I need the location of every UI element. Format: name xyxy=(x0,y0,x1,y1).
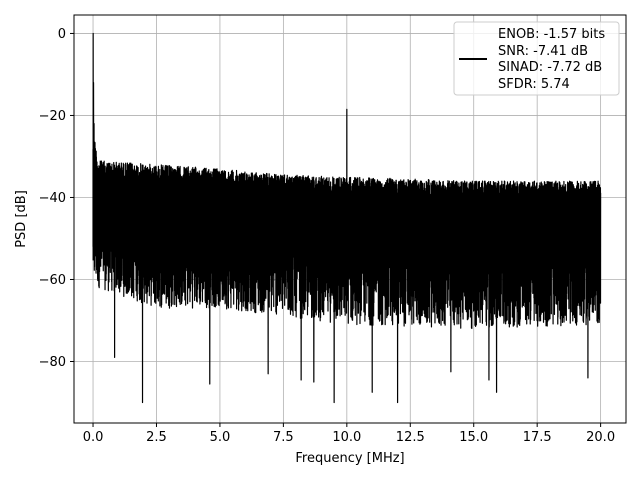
psd-line xyxy=(92,32,602,404)
legend-entry-sfdr: SFDR: 5.74 xyxy=(498,77,570,92)
x-axis-label: Frequency [MHz] xyxy=(295,451,404,466)
x-tick-label: 17.5 xyxy=(523,430,552,445)
x-tick-label: 5.0 xyxy=(210,430,231,445)
x-tick-label: 2.5 xyxy=(146,430,167,445)
legend-entry-sinad: SINAD: -7.72 dB xyxy=(498,60,602,75)
y-axis-label: PSD [dB] xyxy=(14,190,29,248)
y-tick-label: −20 xyxy=(39,109,66,124)
legend-entry-enob: ENOB: -1.57 bits xyxy=(498,27,605,42)
y-tick-label: −60 xyxy=(39,273,66,288)
x-tick-label: 7.5 xyxy=(273,430,294,445)
y-tick-label: −80 xyxy=(39,355,66,370)
legend-entry-snr: SNR: -7.41 dB xyxy=(498,44,588,59)
x-tick-label: 0.0 xyxy=(83,430,104,445)
y-tick-label: −40 xyxy=(39,191,66,206)
psd-series xyxy=(92,32,602,404)
y-tick-label: 0 xyxy=(58,27,66,42)
x-tick-label: 20.0 xyxy=(586,430,615,445)
legend: ENOB: -1.57 bits SNR: -7.41 dB SINAD: -7… xyxy=(453,21,620,96)
x-tick-label: 15.0 xyxy=(459,430,488,445)
x-tick-label: 10.0 xyxy=(332,430,361,445)
legend-box xyxy=(453,21,620,96)
plot-frame xyxy=(73,14,627,424)
axis-ticks: 0.0 2.5 5.0 7.5 10.0 12.5 15.0 17.5 20.0 0 −20 −40 −… xyxy=(39,27,616,445)
x-tick-label: 12.5 xyxy=(396,430,425,445)
